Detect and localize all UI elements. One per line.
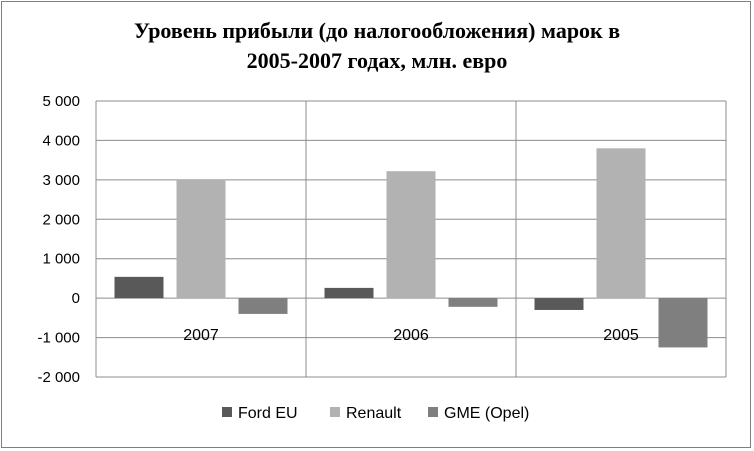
legend-swatch: [428, 407, 438, 417]
bar-gme-opel--2005: [658, 298, 708, 348]
chart-title-line-2: 2005-2007 годах, млн. евро: [246, 48, 508, 73]
category-label: 2007: [183, 327, 219, 344]
category-label: 2005: [603, 327, 639, 344]
y-tick-label: 5 000: [42, 93, 80, 110]
chart-title-line-1: Уровень прибыли (до налогообложения) мар…: [133, 18, 621, 43]
category-label: 2006: [393, 327, 429, 344]
legend-label: Ford EU: [238, 405, 298, 422]
legend-label: Renault: [346, 405, 402, 422]
bar-ford-eu-2005: [534, 298, 584, 310]
y-tick-label: 3 000: [42, 172, 80, 189]
bar-renault-2007: [176, 179, 226, 299]
legend-swatch: [222, 407, 232, 417]
bar-gme-opel--2007: [238, 298, 288, 314]
chart-title: Уровень прибыли (до налогообложения) мар…: [2, 16, 752, 76]
bar-renault-2005: [596, 148, 646, 299]
y-tick-label: 1 000: [42, 251, 80, 268]
bar-ford-eu-2006: [324, 287, 374, 299]
legend-swatch: [330, 407, 340, 417]
y-tick-label: 2 000: [42, 211, 80, 228]
y-tick-label: -2 000: [37, 369, 80, 386]
bar-gme-opel--2006: [448, 298, 498, 307]
bar-renault-2006: [386, 171, 436, 299]
y-tick-label: 0: [72, 290, 80, 307]
y-tick-label: -1 000: [37, 330, 80, 347]
bar-ford-eu-2007: [114, 276, 164, 299]
y-tick-label: 4 000: [42, 132, 80, 149]
legend-label: GME (Opel): [444, 405, 529, 422]
